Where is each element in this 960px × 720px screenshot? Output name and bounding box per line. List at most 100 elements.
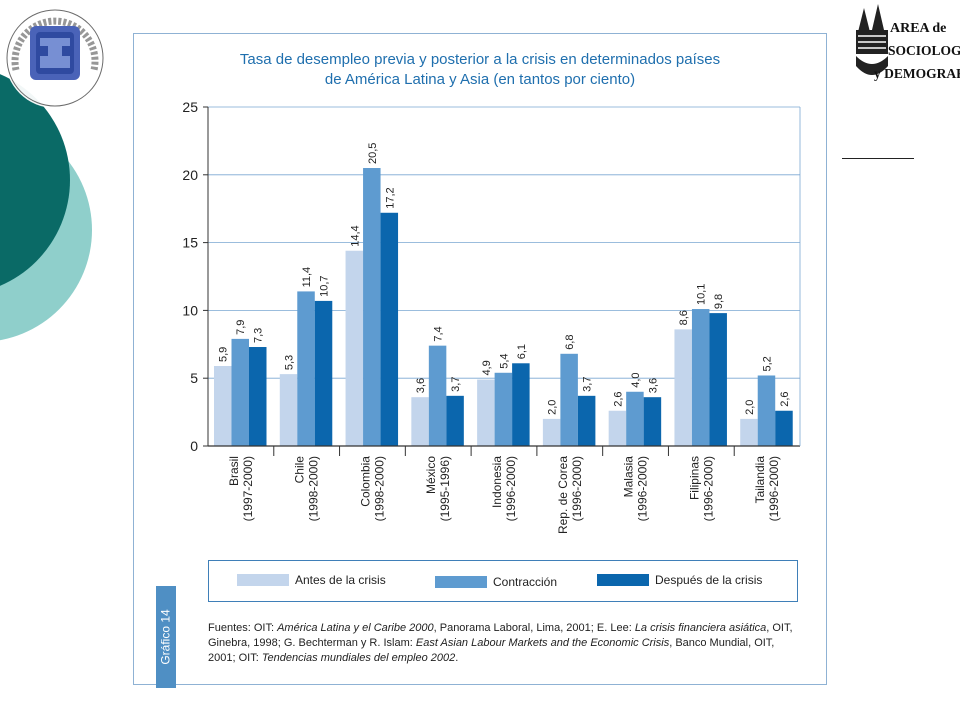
category-period-4: (1996-2000)	[504, 456, 518, 521]
sources-text-5: .	[455, 652, 459, 664]
data-label-despues-7: 9,8	[713, 294, 725, 309]
category-name-2: Colombia	[358, 456, 372, 507]
bar-contraccion-4	[494, 372, 513, 446]
data-label-antes-3: 3,6	[415, 378, 427, 393]
logo-emblem-icon	[856, 4, 888, 75]
bar-antes-6	[608, 410, 627, 446]
sources-italic-3: East Asian Labour Markets and the Econom…	[415, 637, 670, 649]
bar-antes-2	[345, 250, 364, 446]
bar-despues-3	[446, 395, 464, 446]
data-label-despues-4: 6,1	[516, 344, 528, 359]
y-tick-label-1: 5	[190, 370, 198, 386]
sources-text-2: , Panorama Laboral, Lima, 2001; E. Lee:	[433, 622, 635, 634]
y-tick-label-4: 20	[182, 167, 198, 183]
legend-label-despues: Después de la crisis	[655, 573, 763, 587]
bar-antes-1	[279, 374, 298, 446]
category-name-5: Rep. de Corea	[556, 456, 570, 534]
sources-text-3: , OIT, Ginebra, 1998; G. Bechterman y R.…	[208, 622, 793, 649]
chart-frame: Tasa de desempleo previa y posterior a l…	[133, 33, 827, 688]
bar-contraccion-2	[363, 168, 381, 446]
dark-teal-circle	[0, 74, 70, 286]
chart-title: Tasa de desempleo previa y posterior a l…	[134, 50, 826, 90]
data-label-antes-8: 2,0	[744, 400, 756, 415]
data-label-despues-1: 10,7	[319, 275, 331, 296]
bar-contraccion-8	[757, 375, 776, 446]
bar-despues-8	[775, 410, 793, 446]
data-label-antes-2: 14,4	[349, 225, 361, 246]
data-label-contraccion-7: 10,1	[696, 284, 708, 305]
sources-note: Fuentes: OIT: América Latina y el Caribe…	[208, 621, 798, 666]
category-name-0: Brasil	[227, 456, 241, 486]
bar-antes-3	[411, 397, 429, 446]
data-label-contraccion-5: 6,8	[564, 334, 576, 349]
data-label-contraccion-1: 11,4	[301, 267, 313, 288]
data-label-contraccion-0: 7,9	[235, 320, 247, 335]
y-tick-label-3: 15	[182, 235, 198, 251]
logo-line-2: SOCIOLOGÍA	[888, 43, 960, 58]
bar-chart: 0 5 10 15 20 25 5,9 7,9 7,3 Brasil (1997-2000) 5,3 1…	[182, 99, 801, 534]
category-period-8: (1996-2000)	[767, 456, 781, 521]
legend-swatch-contraccion	[435, 576, 487, 588]
legend-item-despues: Después de la crisis	[597, 573, 762, 587]
graph-number-tab: Gráfico 14	[156, 586, 176, 688]
category-period-5: (1996-2000)	[570, 456, 584, 521]
category-name-7: Filipinas	[687, 456, 701, 500]
category-period-7: (1996-2000)	[701, 456, 715, 521]
y-tick-label-0: 0	[190, 438, 198, 454]
legend-label-contraccion: Contracción	[493, 575, 558, 589]
logo-line-3: y DEMOGRAFÍA	[874, 66, 960, 81]
legend-swatch-antes	[237, 574, 289, 586]
bar-contraccion-1	[297, 291, 315, 446]
bar-despues-2	[380, 212, 399, 446]
bar-despues-5	[577, 395, 596, 446]
data-label-contraccion-8: 5,2	[761, 356, 773, 371]
bar-antes-4	[477, 379, 495, 446]
bar-contraccion-6	[626, 391, 644, 446]
data-label-despues-5: 3,7	[582, 377, 594, 392]
data-label-antes-1: 5,3	[284, 355, 296, 370]
category-name-6: Malasia	[622, 456, 636, 498]
category-period-1: (1998-2000)	[307, 456, 321, 521]
category-period-3: (1995-1996)	[438, 456, 452, 521]
chart-title-line-1: Tasa de desempleo previa y posterior a l…	[239, 51, 721, 68]
horizontal-rule	[842, 158, 914, 159]
graph-number-label: Gráfico 14	[159, 609, 174, 665]
sources-italic-4: Tendencias mundiales del empleo 2002	[261, 652, 456, 664]
data-label-antes-6: 2,6	[612, 391, 624, 406]
data-label-despues-6: 3,6	[647, 378, 659, 393]
chart-legend: Antes de la crisis Contracción Después d…	[208, 560, 798, 602]
data-label-antes-4: 4,9	[481, 360, 493, 375]
bar-despues-4	[512, 363, 530, 446]
category-name-8: Tailandia	[753, 456, 767, 504]
data-label-despues-3: 3,7	[450, 377, 462, 392]
chart-title-line-2: de América Latina y Asia (en tantos por …	[324, 71, 636, 88]
category-period-0: (1997-2000)	[241, 456, 255, 521]
data-label-despues-0: 7,3	[253, 328, 265, 343]
bar-despues-7	[709, 313, 727, 446]
bar-contraccion-7	[691, 309, 710, 446]
bar-contraccion-5	[560, 353, 578, 446]
data-label-antes-7: 8,6	[678, 310, 690, 325]
data-label-antes-0: 5,9	[218, 347, 230, 362]
sources-italic-1: América Latina y el Caribe 2000	[277, 622, 434, 634]
data-label-despues-2: 17,2	[384, 187, 396, 208]
decorative-side-shapes	[0, 8, 105, 341]
data-label-contraccion-3: 7,4	[433, 326, 445, 341]
legend-swatch-despues	[597, 574, 649, 586]
bar-despues-1	[314, 300, 333, 446]
bar-despues-0	[249, 347, 267, 446]
sources-italic-2: La crisis financiera asiática	[634, 622, 767, 634]
legend-label-antes: Antes de la crisis	[295, 573, 386, 587]
category-period-2: (1998-2000)	[372, 456, 386, 521]
bar-antes-7	[674, 329, 692, 446]
legend-item-antes: Antes de la crisis	[237, 573, 386, 587]
category-name-1: Chile	[293, 456, 307, 484]
category-period-6: (1996-2000)	[636, 456, 650, 521]
legend-item-contraccion: Contracción	[435, 575, 557, 589]
sources-text-4: , Banco Mundial, OIT, 2001; OIT:	[208, 637, 775, 664]
bar-antes-0	[214, 365, 232, 446]
data-label-contraccion-6: 4,0	[630, 372, 642, 387]
data-label-despues-8: 2,6	[779, 391, 791, 406]
bar-antes-5	[542, 418, 561, 446]
bar-despues-6	[643, 397, 662, 446]
